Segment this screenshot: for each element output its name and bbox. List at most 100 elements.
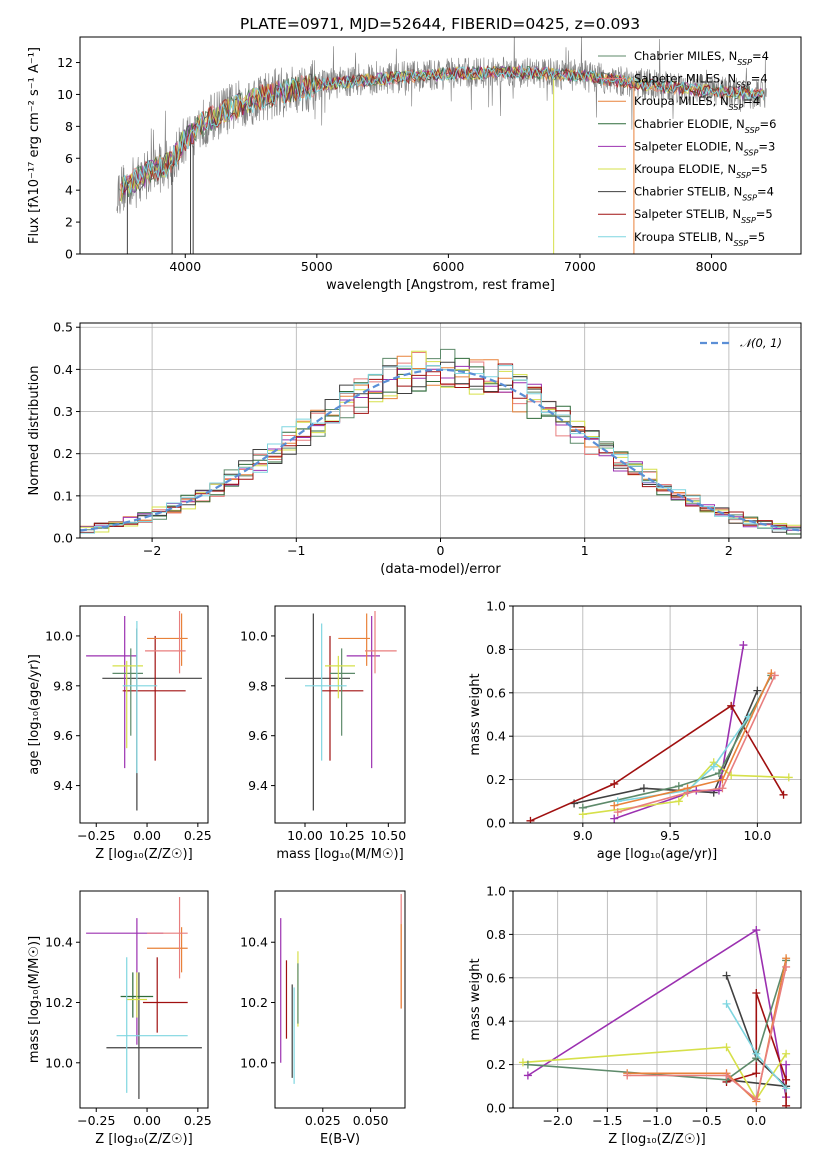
panel-age-vs-mass: 10.00 10.25 10.50 9.4 9.6 9.8 10.0 mass [log₁₀(… bbox=[240, 605, 406, 862]
x-tick-label: 0.025 bbox=[305, 1113, 341, 1128]
panel-massweight-vs-Z: −2.0 −1.5 −1.0 −0.5 0.0 0.0 0.2 0.4 0.6 0.8 1.0 Z [… bbox=[468, 884, 802, 1147]
y-tick-label: 0.2 bbox=[53, 446, 73, 461]
x-tick-label: 0.25 bbox=[184, 828, 212, 843]
y-tick-label: 10.2 bbox=[240, 995, 268, 1010]
axes-frame bbox=[79, 605, 209, 824]
y-tick-label: 0.4 bbox=[486, 729, 506, 744]
y-axis-label: age [log₁₀(age/yr)] bbox=[27, 654, 42, 775]
y-axis-label: Flux [fλ10⁻¹⁷ erg cm⁻² s⁻¹ A⁻¹] bbox=[27, 47, 42, 244]
plot-area bbox=[80, 323, 801, 538]
y-tick-label: 9.6 bbox=[53, 728, 73, 743]
legend-label: Chabrier MILES, NSSP=4 bbox=[634, 49, 769, 67]
model-spectrum-line bbox=[119, 65, 765, 198]
point-marker bbox=[752, 1049, 761, 1058]
point-marker bbox=[683, 788, 692, 797]
mass-weight-series bbox=[613, 644, 745, 820]
mass-weight-series bbox=[617, 675, 776, 813]
x-tick-label: 0.00 bbox=[133, 1113, 161, 1128]
y-tick-label: 0.1 bbox=[53, 488, 73, 503]
x-axis-label: Z [log₁₀(Z/Z☉)] bbox=[95, 847, 192, 862]
point-marker bbox=[752, 1095, 761, 1104]
y-tick-label: 0.3 bbox=[53, 404, 73, 419]
point-marker bbox=[752, 1069, 761, 1078]
x-axis-label: (data-model)/error bbox=[380, 562, 501, 577]
mass-weight-series bbox=[627, 966, 787, 1101]
x-tick-label: 0.00 bbox=[133, 828, 161, 843]
point-marker bbox=[610, 801, 619, 810]
figure-title: PLATE=0971, MJD=52644, FIBERID=0425, z=0… bbox=[240, 15, 640, 33]
y-tick-label: 10.4 bbox=[240, 935, 268, 950]
y-tick-label: 2 bbox=[65, 215, 73, 230]
y-tick-label: 1.0 bbox=[486, 884, 506, 899]
x-axis-label: Z [log₁₀(Z/Z☉)] bbox=[608, 1132, 705, 1147]
y-tick-label: 1.0 bbox=[486, 599, 506, 614]
x-tick-label: 10.25 bbox=[329, 828, 365, 843]
legend-label: Salpeter MILES, NSSP=4 bbox=[634, 72, 768, 90]
point-marker bbox=[782, 1060, 791, 1069]
x-tick-label: 4000 bbox=[169, 259, 201, 274]
plot-area bbox=[285, 610, 397, 811]
panel-spectrum: 4000 5000 6000 7000 8000 0 2 4 6 8 10 12 wavelength … bbox=[27, 36, 802, 293]
point-marker bbox=[752, 988, 761, 997]
x-tick-label: 10.50 bbox=[370, 828, 406, 843]
x-axis-label: wavelength [Angstrom, rest frame] bbox=[326, 278, 555, 293]
point-marker bbox=[722, 971, 731, 980]
point-marker bbox=[722, 1043, 731, 1052]
point-marker bbox=[518, 1058, 527, 1067]
y-tick-label: 0.6 bbox=[486, 970, 506, 985]
point-marker bbox=[752, 926, 761, 935]
y-tick-label: 0.2 bbox=[486, 772, 506, 787]
plot-area bbox=[280, 894, 402, 1084]
y-tick-label: 10.0 bbox=[45, 1055, 73, 1070]
y-tick-label: 0.2 bbox=[486, 1057, 506, 1072]
point-marker bbox=[578, 803, 587, 812]
y-tick-label: 9.4 bbox=[248, 778, 268, 793]
x-tick-label: 6000 bbox=[432, 259, 464, 274]
panel-massweight-vs-age: 9.0 9.5 10.0 0.0 0.2 0.4 0.6 0.8 1.0 age [log₁₀(a… bbox=[468, 599, 802, 862]
x-axis-label: age [log₁₀(age/yr)] bbox=[597, 847, 718, 862]
y-tick-label: 9.8 bbox=[53, 678, 73, 693]
point-marker bbox=[610, 814, 619, 823]
y-axis-label: Normed distribution bbox=[27, 366, 42, 496]
legend-label: Kroupa STELIB, NSSP=5 bbox=[634, 230, 765, 248]
legend-label: Salpeter STELIB, NSSP=5 bbox=[634, 207, 773, 225]
y-tick-label: 0.4 bbox=[486, 1014, 506, 1029]
plot-area bbox=[86, 897, 202, 1099]
plot-area bbox=[86, 610, 202, 811]
x-tick-label: −1.5 bbox=[592, 1113, 622, 1128]
point-marker bbox=[782, 1075, 791, 1084]
legend-label: Kroupa MILES, NSSP=4 bbox=[634, 94, 760, 112]
y-tick-label: 10.0 bbox=[45, 628, 73, 643]
x-tick-label: 2 bbox=[725, 543, 733, 558]
axes-frame bbox=[274, 605, 406, 824]
y-tick-label: 10 bbox=[57, 87, 73, 102]
y-tick-label: 10.2 bbox=[45, 995, 73, 1010]
y-tick-label: 6 bbox=[65, 151, 73, 166]
mass-weight-series bbox=[530, 704, 785, 822]
x-tick-label: −2 bbox=[143, 543, 161, 558]
x-tick-label: −2.0 bbox=[543, 1113, 573, 1128]
panel-mass-vs-Z: −0.25 0.00 0.25 10.0 10.2 10.4 Z [log₁₀(Z/Z☉)]… bbox=[27, 890, 212, 1147]
point-marker bbox=[753, 686, 762, 695]
plot-area bbox=[513, 891, 801, 1108]
point-marker bbox=[613, 808, 622, 817]
point-marker bbox=[714, 769, 723, 778]
x-tick-label: 0.25 bbox=[184, 1113, 212, 1128]
point-marker bbox=[526, 816, 535, 823]
point-marker bbox=[722, 1071, 731, 1080]
point-marker bbox=[770, 671, 779, 680]
x-tick-label: 0.0 bbox=[746, 1113, 766, 1128]
point-marker bbox=[639, 784, 648, 793]
x-tick-label: 10.0 bbox=[743, 828, 771, 843]
x-tick-label: 5000 bbox=[301, 259, 333, 274]
point-marker bbox=[782, 954, 791, 963]
axes-frame bbox=[274, 890, 406, 1109]
mass-weight-series bbox=[522, 1046, 787, 1101]
point-marker bbox=[779, 790, 788, 799]
point-marker bbox=[610, 779, 619, 788]
residual-histogram bbox=[80, 363, 801, 533]
x-tick-label: −0.25 bbox=[77, 1113, 115, 1128]
point-marker bbox=[623, 1071, 632, 1080]
y-tick-label: 0.4 bbox=[53, 362, 73, 377]
